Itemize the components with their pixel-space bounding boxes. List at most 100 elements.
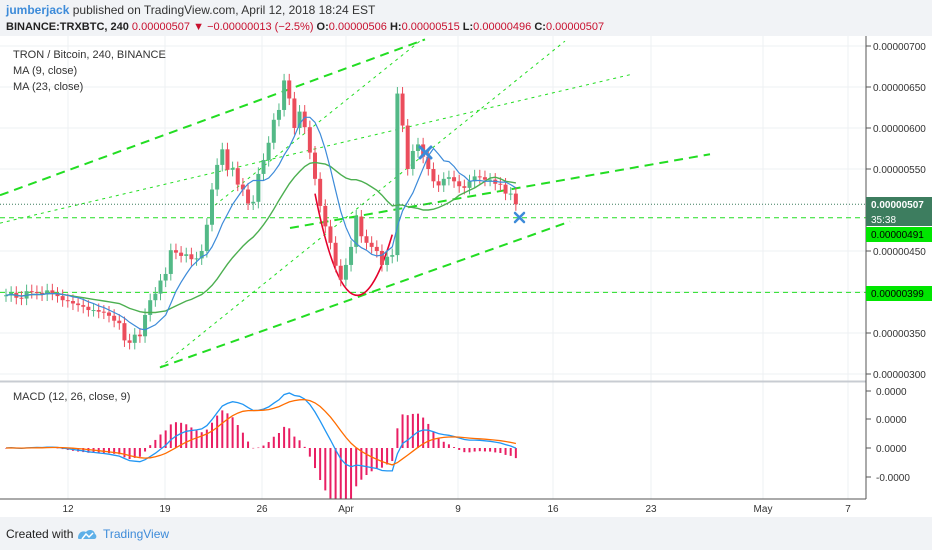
candle-body <box>50 290 55 294</box>
x-tick-label: 7 <box>845 504 851 515</box>
candle-body <box>168 250 173 274</box>
macd-legend: MACD (12, 26, close, 9) <box>13 391 130 403</box>
symbol-line: BINANCE:TRXBTC, 240 0.00000507 ▼ −0.0000… <box>6 21 604 33</box>
candle-body <box>256 173 261 202</box>
macd-histogram-bar <box>355 448 358 487</box>
candle-body <box>395 93 400 256</box>
candle-body <box>467 181 472 188</box>
macd-histogram-bar <box>417 413 419 448</box>
time-axis[interactable] <box>0 499 932 517</box>
candle-body <box>343 264 348 280</box>
x-tick-label: Apr <box>338 504 354 515</box>
candle-body <box>498 183 503 185</box>
macd-histogram-bar <box>87 448 90 453</box>
candle-body <box>333 242 338 266</box>
candle-body <box>91 310 96 312</box>
macd-histogram-bar <box>360 448 363 480</box>
candle-body <box>163 273 168 281</box>
macd-histogram-bar <box>288 428 291 448</box>
candle-body <box>86 306 91 311</box>
macd-histogram-bar <box>308 448 311 457</box>
signal-line <box>5 398 517 466</box>
macd-histogram-bar <box>185 424 188 448</box>
macd-histogram-bar <box>128 448 131 460</box>
x-tick-label: 26 <box>256 504 268 515</box>
macd-histogram-bar <box>504 448 507 455</box>
candle-body <box>400 93 405 126</box>
ma9-legend: MA (9, close) <box>13 65 77 77</box>
candle-body <box>215 164 220 190</box>
macd-histogram-bar <box>283 426 286 448</box>
macd-histogram-bar <box>386 448 389 465</box>
low-value: 0.00000496 <box>473 21 532 33</box>
candle-body <box>364 236 369 243</box>
close-label: C: <box>534 21 546 33</box>
macd-histogram-bar <box>298 440 301 448</box>
macd-histogram-bar <box>391 448 394 462</box>
candle-body <box>107 312 111 316</box>
candle-body <box>369 242 374 247</box>
candle-body <box>441 178 446 186</box>
candle-body <box>199 251 204 259</box>
macd-histogram-bar <box>174 422 177 448</box>
macd-histogram-bar <box>190 427 193 448</box>
macd-histogram-bar <box>211 422 213 448</box>
macd-histogram-bar <box>133 448 136 458</box>
macd-histogram-bar <box>489 448 492 452</box>
macd-histogram-bar <box>252 447 255 449</box>
x-mark-2 <box>513 211 526 224</box>
macd-tick-label: 0.0000 <box>876 444 907 455</box>
y-tick-label: 0.00000600 <box>873 124 926 135</box>
x-tick-label: 16 <box>547 504 559 515</box>
candle-body <box>194 258 199 260</box>
tradingview-link[interactable]: TradingView <box>103 527 170 541</box>
macd-histogram-bar <box>180 422 183 448</box>
candle-body <box>127 340 132 343</box>
published-text: published on TradingView.com, April 12, … <box>72 3 376 17</box>
candle-body <box>503 184 508 194</box>
macd-histogram-bar <box>339 448 342 511</box>
x-mark-1 <box>418 145 433 160</box>
macd-tick-label: -0.0000 <box>876 473 910 484</box>
macd-histogram-bar <box>262 445 265 448</box>
candle-body <box>405 125 410 169</box>
macd-histogram-bar <box>164 430 167 448</box>
macd-histogram-bar <box>154 439 157 448</box>
macd-histogram-bar <box>350 448 353 500</box>
chart-area[interactable]: TRON / Bitcoin, 240, BINANCE MA (9, clos… <box>0 36 932 517</box>
candle-body <box>307 127 312 153</box>
macd-histogram-bar <box>334 448 337 506</box>
price-label-box <box>866 197 932 212</box>
time-axis-ticks: 12 19 26 Apr 9 16 23 May 7 <box>62 504 851 515</box>
price-axis[interactable] <box>866 36 932 517</box>
high-label: H: <box>389 21 402 33</box>
macd-histogram-bar <box>458 448 461 450</box>
candle-body <box>34 292 39 293</box>
macd-histogram-bar <box>293 436 296 448</box>
macd-histogram-bar <box>442 441 445 448</box>
candle-body <box>29 291 34 293</box>
candle-body <box>426 156 431 169</box>
macd-histogram-bar <box>5 448 7 449</box>
macd-histogram-bar <box>195 430 198 448</box>
candle-body <box>323 205 328 227</box>
macd-histogram-bar <box>494 448 497 453</box>
countdown-label: 35:38 <box>871 215 896 226</box>
macd-histogram-bar <box>113 448 116 454</box>
candle-body <box>446 177 451 179</box>
chart-title: TRON / Bitcoin, 240, BINANCE <box>13 49 166 61</box>
macd-histogram-bar <box>149 445 152 448</box>
candle-body <box>354 216 359 247</box>
candle-body <box>292 98 297 128</box>
candle-body <box>55 293 60 297</box>
candle-body <box>65 300 70 302</box>
author-name[interactable]: jumberjack <box>6 3 70 17</box>
last-price: 0.00000507 <box>131 21 191 33</box>
candle-body <box>184 254 189 256</box>
candle-body <box>282 80 287 110</box>
y-tick-label: 0.00000650 <box>873 83 926 94</box>
candle-body <box>318 178 323 206</box>
macd-histogram <box>5 410 517 511</box>
trendline-1 <box>0 38 426 197</box>
macd-histogram-bar <box>422 417 425 448</box>
